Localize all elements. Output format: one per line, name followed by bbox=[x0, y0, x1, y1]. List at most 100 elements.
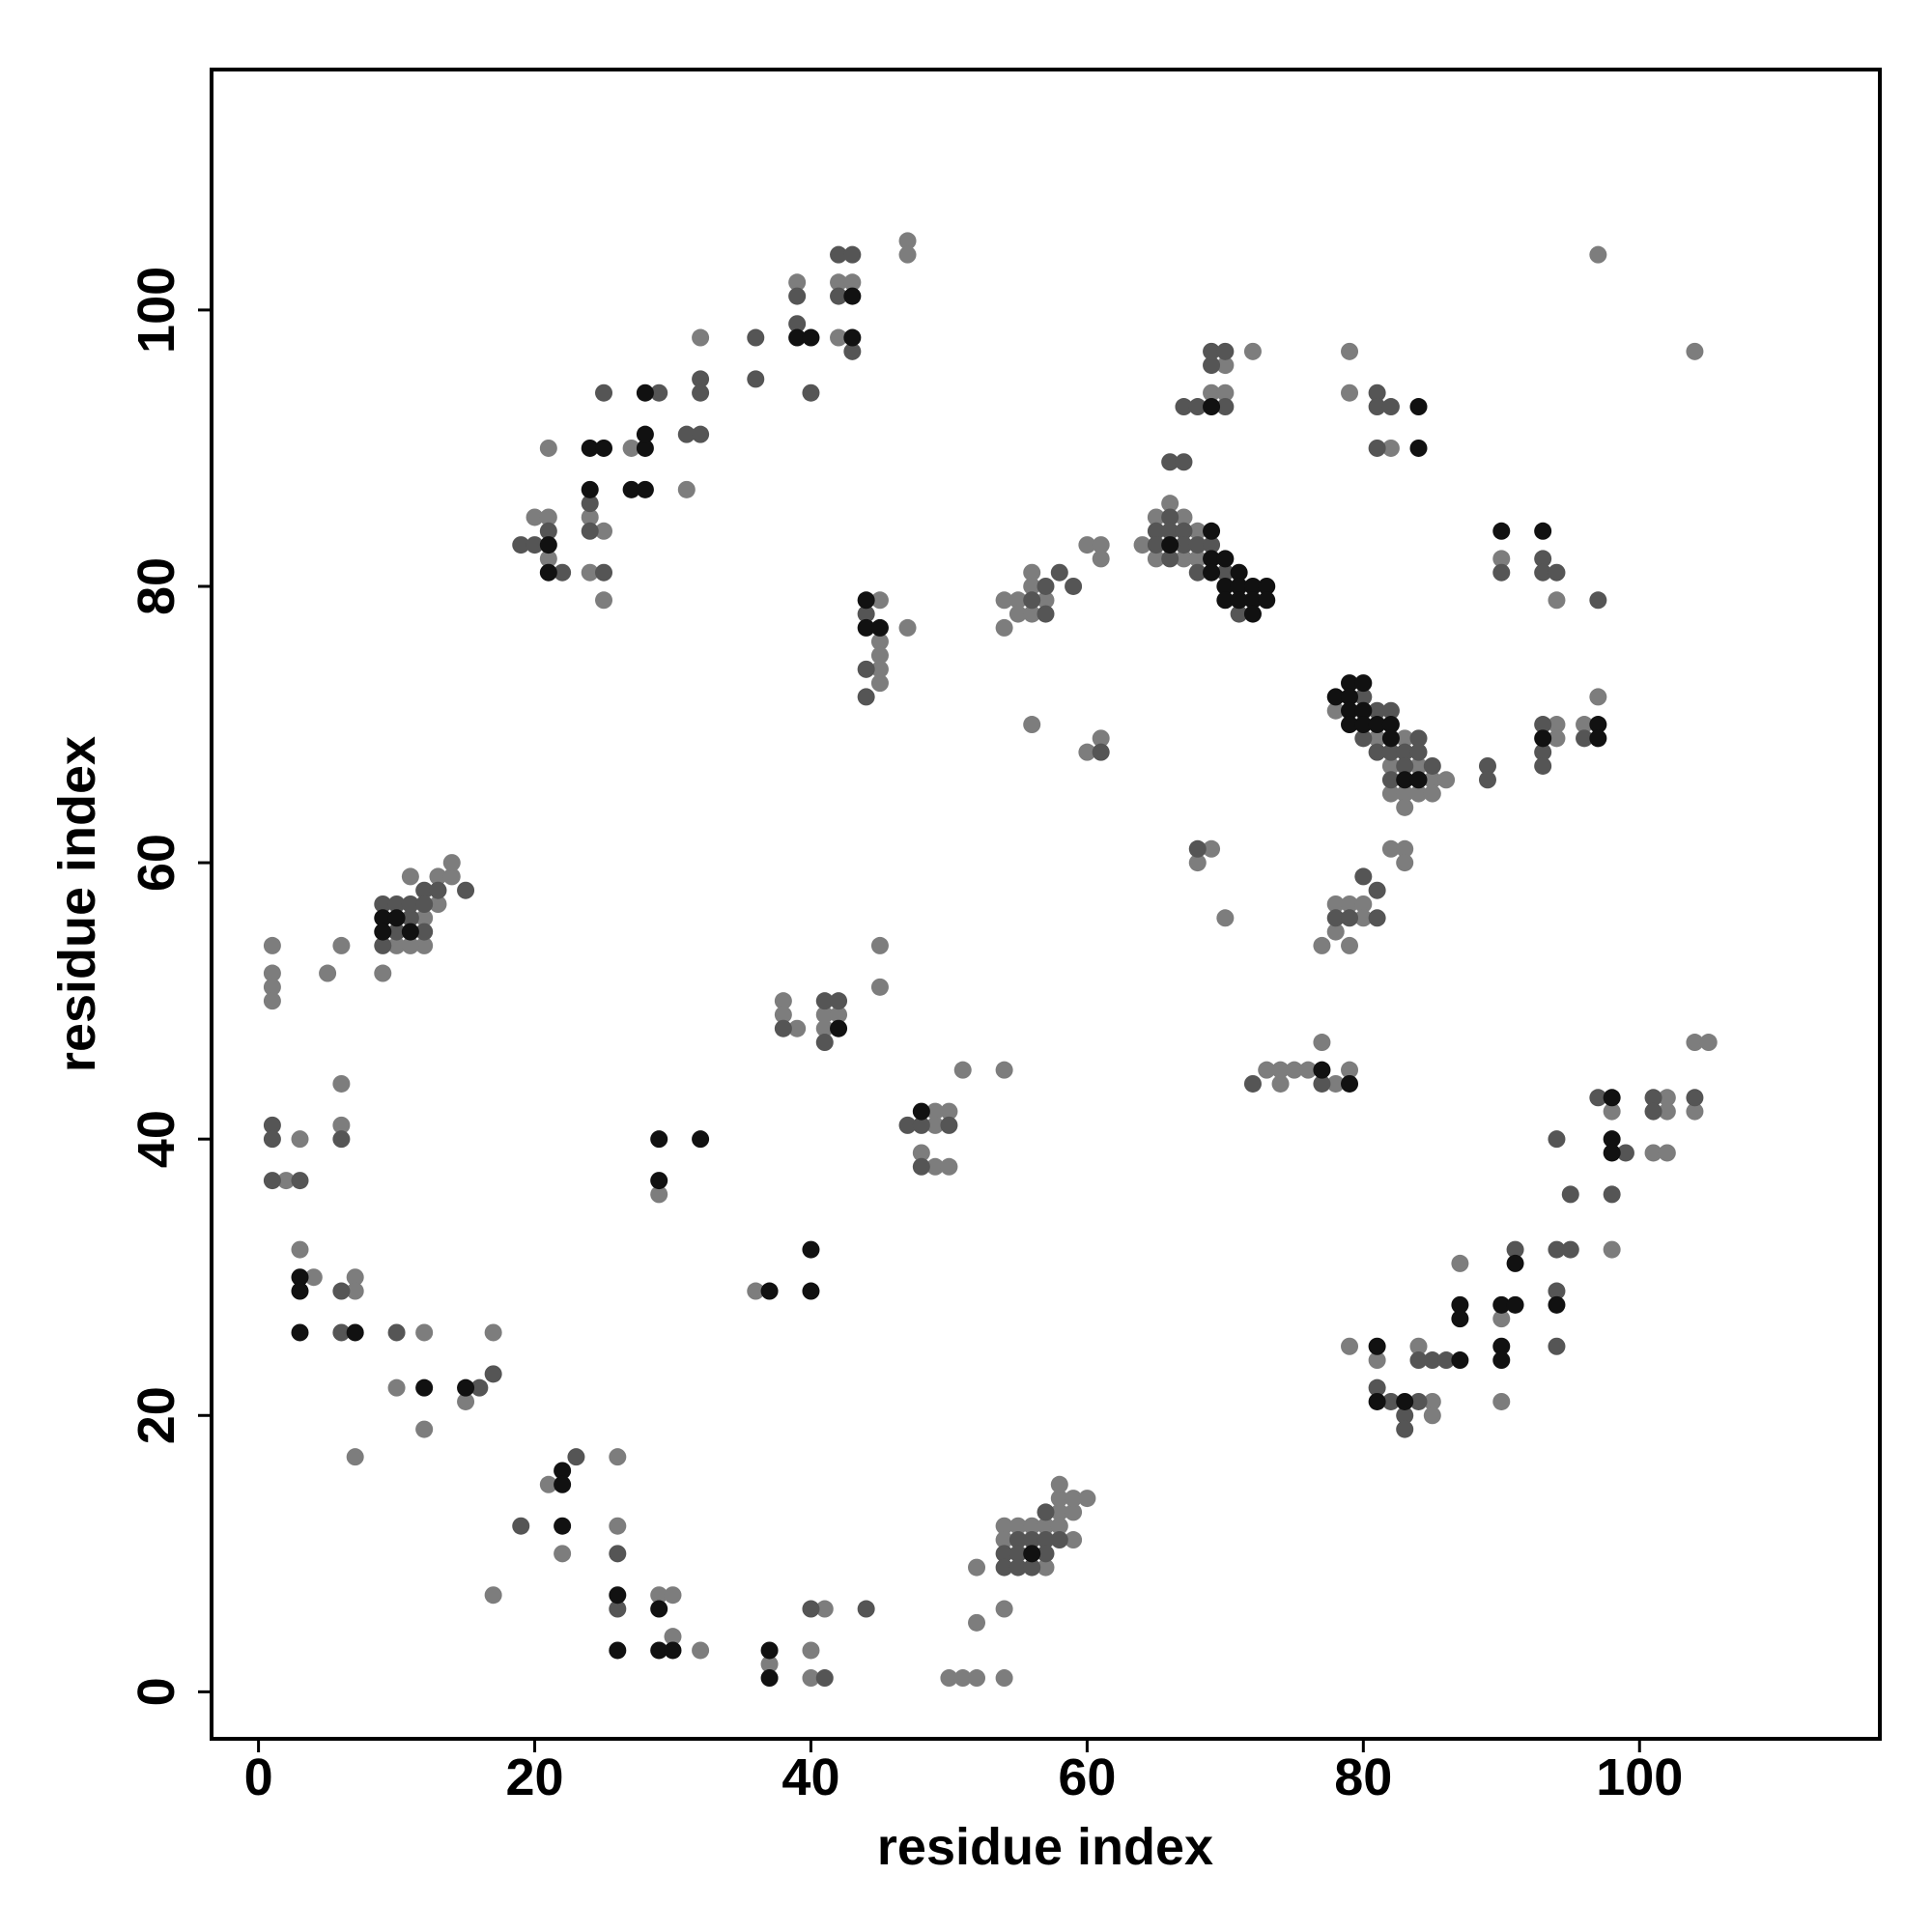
point bbox=[1548, 716, 1566, 734]
point bbox=[319, 964, 337, 982]
point bbox=[1616, 1144, 1634, 1162]
point bbox=[636, 480, 654, 498]
point bbox=[609, 1641, 627, 1660]
point bbox=[1009, 1517, 1027, 1535]
point bbox=[1506, 1240, 1524, 1259]
point bbox=[1175, 508, 1193, 526]
point bbox=[1078, 743, 1096, 761]
point bbox=[374, 923, 392, 941]
point bbox=[1326, 1074, 1345, 1093]
point bbox=[1354, 867, 1373, 886]
point bbox=[650, 1172, 668, 1190]
point bbox=[968, 1613, 986, 1632]
point bbox=[1188, 854, 1207, 872]
point bbox=[1686, 1102, 1704, 1121]
point bbox=[830, 328, 848, 347]
point bbox=[1037, 577, 1055, 595]
point bbox=[1534, 729, 1552, 748]
point bbox=[1423, 756, 1441, 775]
point bbox=[1368, 1337, 1386, 1355]
point bbox=[802, 1641, 820, 1660]
point bbox=[609, 1517, 627, 1535]
point bbox=[1576, 729, 1594, 748]
point bbox=[1409, 729, 1428, 748]
point bbox=[1354, 688, 1373, 706]
point bbox=[609, 1586, 627, 1605]
point bbox=[1341, 895, 1359, 913]
point bbox=[995, 1531, 1013, 1549]
point bbox=[291, 1240, 309, 1259]
y-tick-label: 80 bbox=[128, 557, 185, 615]
point bbox=[346, 1323, 364, 1342]
point bbox=[1492, 1392, 1511, 1410]
point bbox=[1548, 1282, 1566, 1300]
point bbox=[291, 1172, 309, 1190]
point bbox=[374, 936, 392, 954]
point bbox=[1341, 1074, 1359, 1093]
point bbox=[747, 370, 765, 388]
point bbox=[1603, 1102, 1621, 1121]
point bbox=[1396, 771, 1414, 789]
point bbox=[1396, 743, 1414, 761]
point bbox=[1037, 1503, 1055, 1521]
point bbox=[415, 936, 434, 954]
point bbox=[263, 978, 281, 996]
point bbox=[1050, 1517, 1068, 1535]
point bbox=[1506, 1295, 1524, 1314]
x-tick-label: 20 bbox=[505, 1748, 563, 1806]
x-tick-label: 40 bbox=[781, 1748, 839, 1806]
point bbox=[595, 591, 613, 610]
point bbox=[1492, 1337, 1511, 1355]
point bbox=[1381, 398, 1400, 416]
point bbox=[442, 854, 461, 872]
point bbox=[1216, 398, 1235, 416]
point bbox=[1341, 688, 1359, 706]
point bbox=[898, 1116, 917, 1134]
point bbox=[1078, 536, 1096, 554]
point bbox=[1258, 1061, 1276, 1079]
point bbox=[1243, 1074, 1262, 1093]
point bbox=[1603, 1185, 1621, 1204]
point bbox=[457, 1378, 475, 1397]
point bbox=[1589, 245, 1607, 264]
point bbox=[554, 563, 572, 582]
point bbox=[995, 1545, 1013, 1563]
point bbox=[1451, 1310, 1469, 1328]
point bbox=[1686, 342, 1704, 360]
point bbox=[1023, 577, 1041, 595]
point bbox=[387, 895, 406, 913]
point bbox=[1492, 1295, 1511, 1314]
point bbox=[953, 1669, 972, 1688]
point bbox=[650, 384, 668, 402]
point bbox=[898, 232, 917, 250]
point bbox=[1381, 729, 1400, 748]
point bbox=[1313, 936, 1331, 954]
point bbox=[1396, 756, 1414, 775]
point bbox=[291, 1130, 309, 1149]
point bbox=[1409, 743, 1428, 761]
point bbox=[995, 1517, 1013, 1535]
point bbox=[539, 522, 557, 540]
point bbox=[912, 1144, 930, 1162]
point bbox=[332, 1116, 351, 1134]
point bbox=[470, 1378, 489, 1397]
point bbox=[1548, 1130, 1566, 1149]
point bbox=[677, 425, 696, 443]
point bbox=[1381, 771, 1400, 789]
point bbox=[1603, 1089, 1621, 1107]
point bbox=[581, 563, 599, 582]
point bbox=[539, 550, 557, 568]
point bbox=[1147, 508, 1165, 526]
point bbox=[332, 1282, 351, 1300]
point bbox=[1381, 839, 1400, 858]
point bbox=[1561, 1240, 1579, 1259]
point bbox=[1409, 1337, 1428, 1355]
point bbox=[747, 1282, 765, 1300]
point bbox=[1341, 909, 1359, 927]
point bbox=[1354, 674, 1373, 693]
point bbox=[1561, 1185, 1579, 1204]
point bbox=[1341, 1337, 1359, 1355]
point bbox=[1437, 771, 1456, 789]
point bbox=[387, 936, 406, 954]
